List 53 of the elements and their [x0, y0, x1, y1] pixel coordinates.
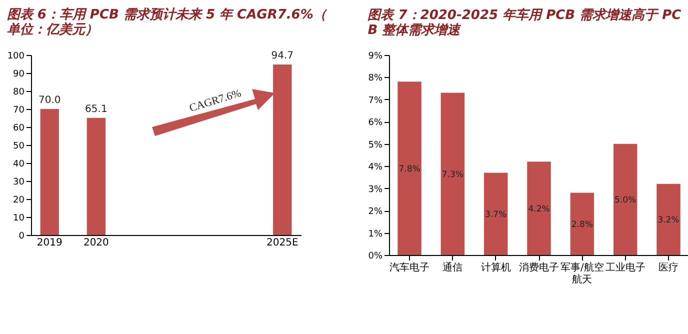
data-label: 7.8% [398, 164, 420, 174]
bar [570, 192, 594, 255]
data-label: 3.7% [485, 210, 507, 220]
bar [656, 184, 680, 255]
x-tick-label: 工业电子 [605, 262, 646, 274]
y-tick-label: 30 [13, 178, 25, 188]
y-tick-label: 20 [13, 196, 25, 206]
y-tick-label: 80 [13, 88, 25, 98]
data-label: 3.2% [658, 215, 680, 226]
y-tick-label: 3% [368, 184, 383, 195]
x-tick-label: 2020 [83, 238, 109, 248]
data-label: 5.0% [614, 195, 636, 206]
y-tick-label: 70 [13, 106, 25, 116]
y-tick-label: 10 [13, 214, 25, 224]
data-label: 4.2% [528, 204, 550, 214]
bar [398, 82, 422, 255]
data-label: 70.0 [38, 95, 61, 106]
y-tick-label: 90 [13, 70, 25, 80]
bar [40, 109, 59, 235]
x-tick-label: 消费电子 [519, 262, 559, 274]
y-tick-label: 0 [18, 232, 25, 242]
x-tick-label: 军事/航空航天 [560, 262, 604, 286]
y-tick-label: 5% [368, 140, 383, 150]
y-tick-label: 7% [368, 96, 383, 106]
data-label: 65.1 [85, 104, 108, 115]
bar [440, 92, 465, 255]
y-tick-label: 40 [13, 160, 25, 170]
bar [527, 162, 551, 255]
y-tick-label: 100 [7, 52, 25, 62]
data-label: 2.8% [571, 220, 593, 230]
x-tick-label: 2019 [36, 238, 62, 248]
data-label: 7.3% [442, 170, 464, 180]
y-tick-label: 8% [368, 74, 383, 84]
chart-title: 图表 6：车用 PCB 需求预计未来 5 年 CAGR7.6%（单位：亿美元） [6, 6, 328, 38]
data-label: 94.7 [271, 50, 294, 62]
bar [273, 64, 292, 235]
x-tick-label: 医疗 [658, 262, 678, 274]
y-tick-label: 1% [368, 229, 383, 240]
x-tick-label: 2025E [266, 238, 298, 248]
chart-title: 图表 7：2020-2025 年车用 PCB 需求增速高于 PCB 整体需求增速 [368, 7, 682, 38]
x-tick-label: 通信 [442, 262, 463, 274]
y-tick-label: 4% [368, 162, 383, 173]
bar [484, 172, 508, 255]
y-tick-label: 2% [368, 207, 383, 218]
y-tick-label: 6% [368, 118, 383, 128]
y-tick-label: 60 [13, 124, 25, 134]
y-tick-label: 9% [368, 52, 383, 62]
bar [613, 144, 638, 255]
x-tick-label: 计算机 [480, 262, 511, 274]
y-tick-label: 0% [368, 252, 383, 262]
x-tick-label: 汽车电子 [390, 262, 430, 274]
y-tick-label: 50 [13, 142, 25, 152]
bar [86, 118, 106, 235]
